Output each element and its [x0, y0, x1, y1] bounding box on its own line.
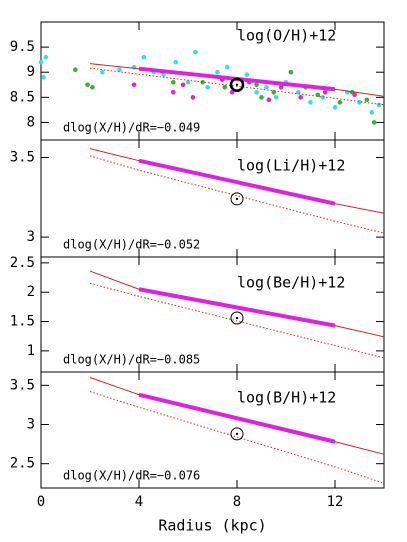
- data-point: [376, 102, 382, 108]
- y-tick-label: 3.5: [10, 150, 35, 166]
- data-point: [364, 97, 370, 103]
- data-point: [259, 95, 264, 100]
- data-point: [332, 105, 338, 110]
- thick-segment: [138, 392, 336, 444]
- data-point: [308, 100, 313, 105]
- data-point: [171, 79, 176, 85]
- sun-symbol: [230, 311, 244, 325]
- panel-annotation: log(Be/H)+12: [237, 274, 345, 292]
- data-point: [254, 89, 259, 95]
- data-point: [352, 92, 357, 98]
- y-tick-label: 9.5: [10, 39, 35, 55]
- data-point: [264, 84, 269, 90]
- data-point: [200, 79, 205, 85]
- data-point: [369, 110, 375, 115]
- data-point: [222, 84, 228, 90]
- data-point: [171, 89, 176, 95]
- y-tick-label: 3: [27, 417, 35, 433]
- data-point: [357, 100, 362, 105]
- data-point: [173, 59, 179, 65]
- data-point: [73, 67, 78, 73]
- thick-segment: [138, 158, 336, 206]
- sun-dot: [235, 83, 239, 86]
- data-point: [193, 49, 198, 55]
- sun-symbol: [230, 192, 244, 206]
- data-point: [85, 82, 90, 88]
- data-point: [41, 74, 46, 80]
- data-point: [254, 82, 259, 88]
- data-point: [117, 67, 122, 73]
- x-axis-label: Radius (kpc): [158, 517, 266, 535]
- data-point: [190, 95, 196, 100]
- sun-dot: [235, 432, 239, 436]
- data-point: [205, 84, 210, 90]
- thick-segment: [138, 287, 336, 328]
- data-point: [38, 59, 44, 65]
- data-point: [90, 84, 95, 90]
- model-line: [89, 282, 385, 359]
- data-point: [229, 89, 235, 95]
- data-point: [278, 84, 284, 90]
- data-point: [273, 95, 279, 100]
- x-tick-label: 0: [37, 494, 45, 510]
- data-point: [161, 72, 166, 78]
- data-point: [43, 54, 49, 60]
- y-tick-label: 2.5: [10, 255, 35, 271]
- y-tick-label: 1.5: [10, 314, 35, 330]
- data-point: [141, 54, 147, 60]
- y-tick-label: 1: [27, 343, 35, 359]
- data-point: [224, 64, 230, 70]
- y-tick-label: 8.5: [10, 89, 35, 105]
- data-point: [99, 69, 105, 75]
- gradient-label: dlog(X/H)/dR=−0.052: [63, 238, 200, 252]
- sun-dot: [235, 316, 239, 320]
- data-point: [266, 97, 272, 103]
- data-point: [185, 79, 191, 85]
- sun-symbol: [229, 77, 245, 93]
- model-line: [89, 391, 385, 484]
- panel-frame: [40, 371, 385, 489]
- data-point: [215, 69, 220, 75]
- y-tick-label: 2.5: [10, 456, 35, 472]
- gradient-label: dlog(X/H)/dR=−0.076: [63, 469, 200, 483]
- sun-symbol: [230, 427, 244, 441]
- y-tick-label: 2: [27, 284, 35, 300]
- y-tick-label: 8: [27, 114, 35, 130]
- x-tick-label: 12: [327, 494, 344, 510]
- sun-dot: [235, 197, 239, 201]
- data-point: [131, 82, 137, 88]
- gradient-label: dlog(X/H)/dR=−0.085: [63, 353, 200, 367]
- panel-annotation: log(Li/H)+12: [237, 157, 345, 175]
- data-point: [337, 100, 343, 105]
- x-tick-label: 8: [233, 494, 241, 510]
- gradient-label: dlog(X/H)/dR=−0.049: [63, 121, 200, 135]
- data-point: [298, 95, 304, 100]
- y-tick-label: 9: [27, 64, 35, 80]
- panel-annotation: log(O/H)+12: [237, 27, 336, 45]
- x-tick-label: 4: [135, 494, 143, 510]
- model-line: [89, 67, 385, 106]
- panel-annotation: log(B/H)+12: [237, 389, 336, 407]
- y-tick-label: 3: [27, 229, 35, 245]
- data-point: [180, 82, 186, 88]
- data-point: [288, 69, 294, 75]
- data-point: [322, 89, 328, 95]
- y-tick-label: 3.5: [10, 377, 35, 393]
- data-point: [244, 72, 250, 78]
- data-point: [371, 120, 377, 125]
